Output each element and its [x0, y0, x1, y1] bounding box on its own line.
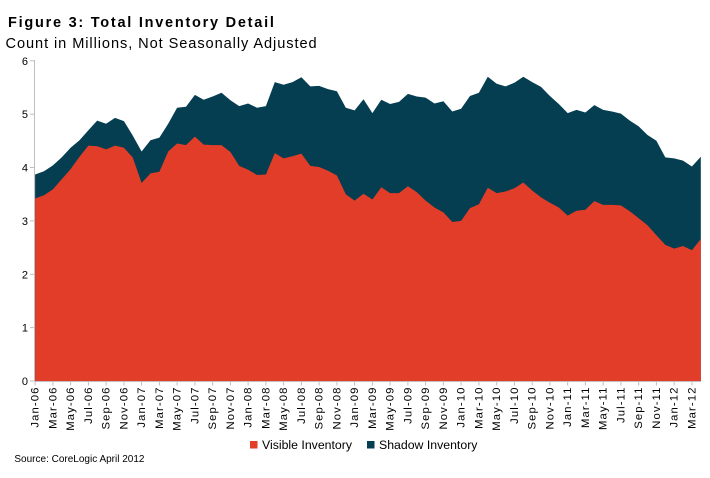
- svg-text:Jul-09: Jul-09: [402, 387, 414, 424]
- svg-text:Jul-07: Jul-07: [189, 387, 201, 424]
- svg-text:Jan-11: Jan-11: [562, 387, 574, 427]
- svg-text:5: 5: [22, 109, 28, 121]
- svg-text:May-06: May-06: [65, 387, 77, 431]
- svg-text:Sep-11: Sep-11: [633, 387, 645, 429]
- svg-text:6: 6: [22, 56, 28, 68]
- svg-text:Mar-11: Mar-11: [580, 387, 592, 429]
- svg-text:Mar-08: Mar-08: [260, 387, 272, 429]
- svg-text:Nov-07: Nov-07: [225, 387, 237, 430]
- svg-text:Mar-07: Mar-07: [154, 387, 166, 429]
- svg-text:Jan-10: Jan-10: [456, 387, 468, 428]
- svg-text:Nov-11: Nov-11: [651, 387, 663, 429]
- svg-text:Mar-10: Mar-10: [473, 387, 485, 429]
- svg-text:Nov-09: Nov-09: [438, 387, 450, 430]
- svg-text:May-09: May-09: [385, 387, 397, 431]
- svg-text:May-07: May-07: [172, 387, 184, 431]
- svg-text:0: 0: [22, 376, 28, 388]
- svg-text:Nov-10: Nov-10: [544, 387, 556, 430]
- svg-text:Jul-11: Jul-11: [615, 387, 627, 424]
- svg-text:Mar-12: Mar-12: [686, 387, 698, 429]
- svg-text:Jan-08: Jan-08: [243, 387, 255, 428]
- svg-text:Sep-06: Sep-06: [101, 387, 113, 430]
- svg-text:Shadow Inventory: Shadow Inventory: [379, 438, 478, 452]
- svg-text:Jul-06: Jul-06: [83, 387, 95, 424]
- svg-text:Jul-08: Jul-08: [296, 387, 308, 424]
- svg-text:Jan-06: Jan-06: [30, 387, 42, 428]
- svg-text:Sep-08: Sep-08: [314, 387, 326, 430]
- svg-text:Sep-10: Sep-10: [527, 387, 539, 430]
- svg-text:2: 2: [22, 269, 28, 281]
- svg-text:May-08: May-08: [278, 387, 290, 431]
- svg-text:May-11: May-11: [598, 387, 610, 430]
- svg-text:May-10: May-10: [491, 387, 503, 431]
- svg-text:Jul-10: Jul-10: [509, 387, 521, 424]
- svg-text:Sep-07: Sep-07: [207, 387, 219, 430]
- svg-text:Jan-09: Jan-09: [349, 387, 361, 428]
- svg-text:Mar-09: Mar-09: [367, 387, 379, 429]
- svg-text:Nov-06: Nov-06: [118, 387, 130, 430]
- svg-text:4: 4: [22, 163, 28, 175]
- svg-text:Visible Inventory: Visible Inventory: [262, 438, 353, 452]
- svg-text:Mar-06: Mar-06: [47, 387, 59, 429]
- svg-text:1: 1: [22, 323, 28, 335]
- svg-text:Jan-12: Jan-12: [669, 387, 681, 428]
- svg-text:Nov-08: Nov-08: [331, 387, 343, 430]
- svg-text:Sep-09: Sep-09: [420, 387, 432, 430]
- svg-text:3: 3: [22, 216, 28, 228]
- svg-text:Jan-07: Jan-07: [136, 387, 148, 428]
